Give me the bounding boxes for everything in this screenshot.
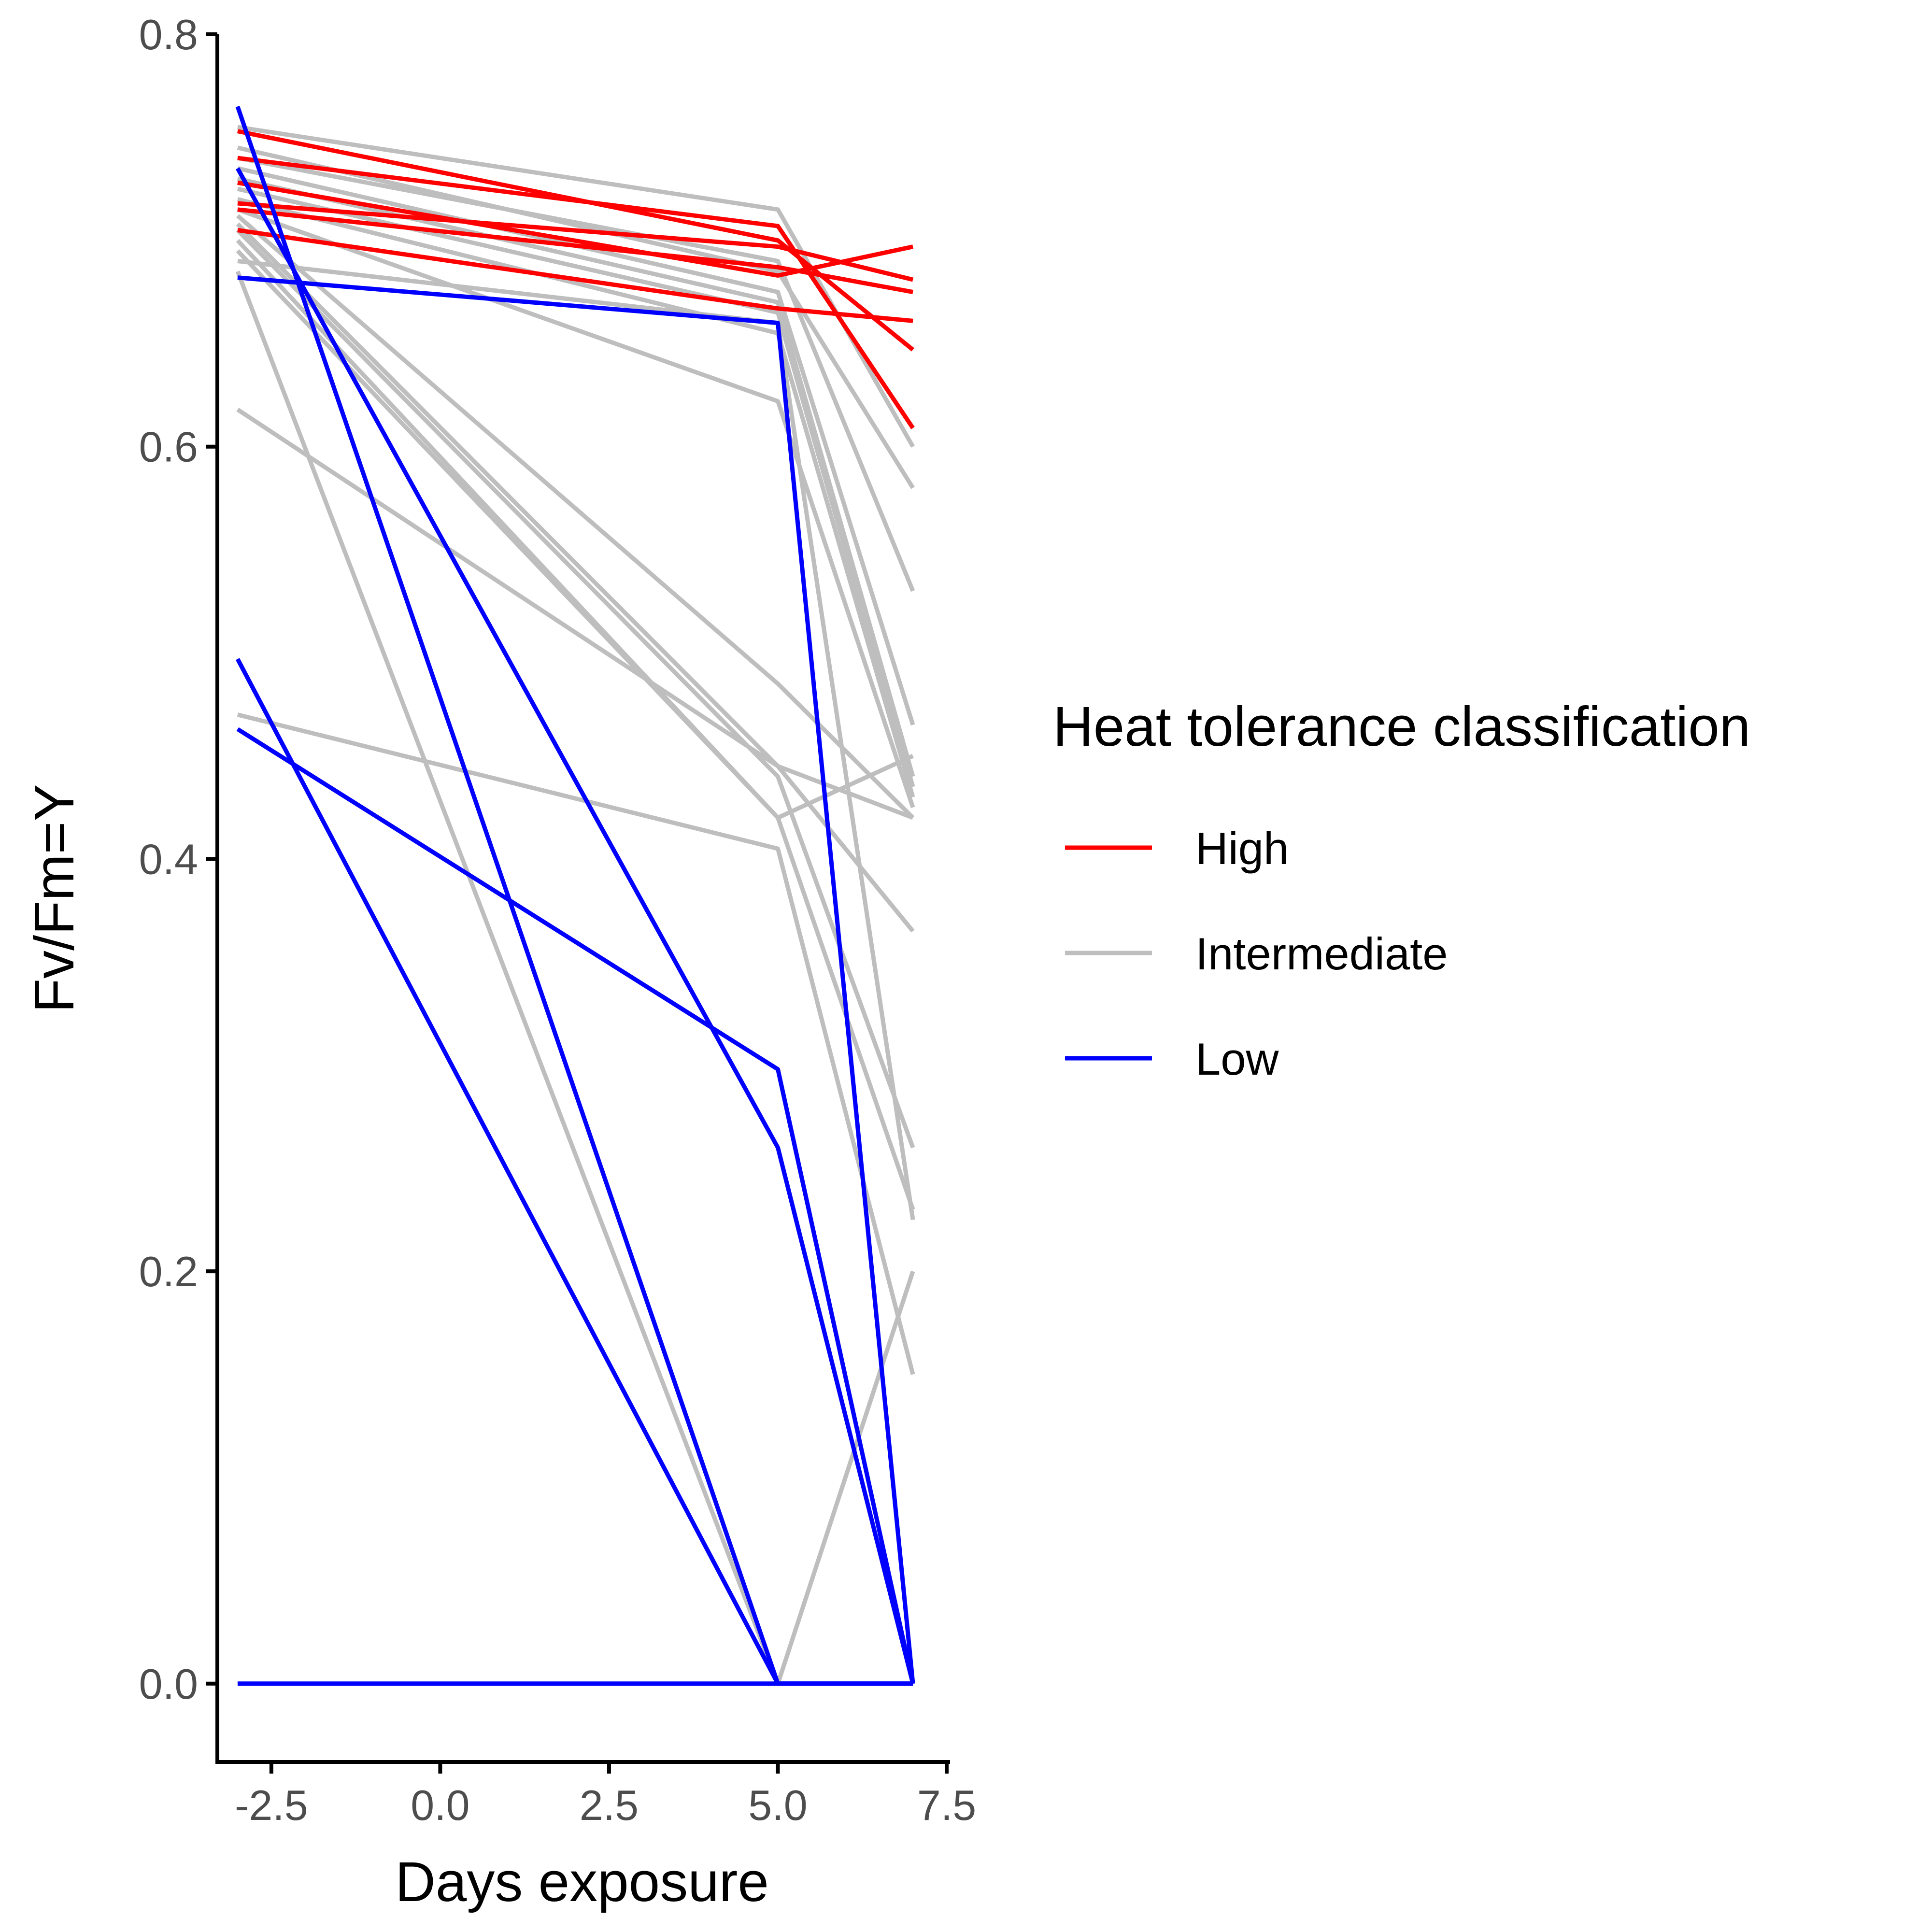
y-tick-label: 0.8 [139,11,198,58]
x-tick-label: -2.5 [235,1781,308,1829]
x-tick-label: 5.0 [748,1781,807,1829]
y-tick-label: 0.4 [139,835,198,883]
series-line-intermediate-16 [237,712,915,1375]
ticks: 0.0 0.2 0.4 0.6 0.8 -2.5 0.0 2.5 5.0 7.5 [139,11,977,1829]
series-line-intermediate-8 [236,214,915,820]
series-layer [235,105,915,1686]
legend: Heat tolerance classification High Interm… [1053,695,1750,1084]
series-line-intermediate-3 [237,166,915,726]
series-line-low-25 [237,275,915,1684]
series-line-intermediate-10 [236,228,915,1149]
y-tick-label: 0.6 [139,423,198,471]
series-line-intermediate-2 [237,156,915,592]
y-tick-label: 0.2 [139,1248,198,1295]
series-line-intermediate-15 [236,408,914,820]
series-line-intermediate-1 [237,145,915,489]
axes [215,34,950,1764]
series-line-intermediate-7 [237,207,915,809]
series-line-high-20 [237,201,914,282]
x-tick-label: 7.5 [917,1781,976,1829]
series-line-intermediate-12 [236,249,915,1210]
legend-entries: High Intermediate Low [1065,823,1448,1084]
series-line-low-27 [236,727,915,1684]
series-line-high-18 [237,156,915,429]
series-line-high-19 [237,180,914,278]
legend-label-high: High [1195,823,1289,874]
y-axis-title: Fv/Fm=Y [23,784,85,1013]
series-line-high-17 [237,129,914,352]
legend-label-low: Low [1195,1034,1279,1084]
x-tick-label: 2.5 [580,1781,639,1829]
series-line-high-21 [237,207,913,295]
legend-label-intermediate: Intermediate [1195,928,1448,979]
series-line-intermediate-0 [237,125,915,448]
series-line-low-26 [235,658,913,1686]
y-tick-label: 0.0 [139,1660,198,1708]
legend-title: Heat tolerance classification [1053,695,1750,758]
x-axis-title: Days exposure [395,1850,769,1913]
x-tick-label: 0.0 [411,1781,469,1829]
series-line-high-22 [237,228,913,323]
series-line-low-24 [235,167,915,1684]
